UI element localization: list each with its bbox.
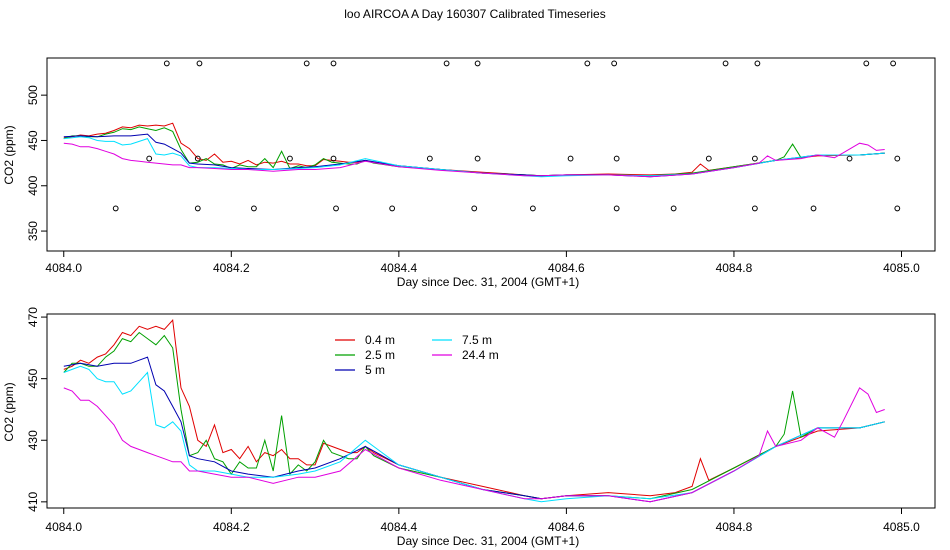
sample-marker <box>196 60 203 67</box>
x-tick-label: 4084.4 <box>380 520 417 534</box>
series-line-24-4-m <box>63 387 885 503</box>
legend-label: 0.4 m <box>365 333 395 347</box>
y-tick-label: 430 <box>26 430 40 450</box>
top-y-axis-label: CO2 (ppm) <box>2 125 16 184</box>
bottom-x-axis-label: Day since Dec. 31, 2004 (GMT+1) <box>397 534 579 548</box>
sample-marker <box>474 60 481 67</box>
legend: 0.4 m2.5 m5 m 7.5 m24.4 m <box>335 333 499 377</box>
sample-marker <box>529 205 536 212</box>
series-line-5-m <box>63 133 885 178</box>
x-tick-label: 4084.2 <box>213 261 250 275</box>
sample-marker <box>894 155 901 162</box>
series-line-5-m <box>63 356 885 503</box>
series-line-7-5-m <box>63 365 885 503</box>
bottom-x-axis: 4084.0 4084.2 4084.4 4084.6 4084.8 4085.0 <box>45 508 920 534</box>
x-tick-label: 4084.8 <box>716 261 753 275</box>
sample-marker <box>670 205 677 212</box>
x-tick-label: 4084.6 <box>548 520 585 534</box>
sample-marker <box>426 155 433 162</box>
sample-marker <box>333 205 339 212</box>
sample-marker <box>330 60 337 67</box>
sample-marker <box>894 205 901 212</box>
sample-marker <box>163 60 170 67</box>
y-tick-label: 410 <box>26 492 40 512</box>
sample-marker <box>443 60 450 67</box>
legend-label: 5 m <box>365 363 385 377</box>
sample-marker <box>584 60 591 67</box>
legend-label: 2.5 m <box>365 348 395 362</box>
bottom-plot-frame <box>46 313 936 509</box>
series-line-2-5-m <box>63 126 885 177</box>
x-tick-label: 4085.0 <box>883 520 920 534</box>
top-series-group <box>63 122 885 178</box>
x-tick-label: 4084.2 <box>213 520 250 534</box>
y-tick-label: 470 <box>26 307 40 327</box>
y-tick-label: 500 <box>26 85 40 105</box>
top-plot-frame <box>46 57 936 252</box>
sample-marker <box>613 155 620 162</box>
sample-marker <box>863 60 870 67</box>
bottom-y-axis: 410 430 450 470 <box>26 307 47 512</box>
sample-marker <box>722 60 729 67</box>
y-tick-label: 350 <box>26 221 40 241</box>
sample-marker <box>751 205 758 212</box>
series-line-24-4-m <box>63 142 885 178</box>
sample-marker <box>330 155 337 162</box>
x-tick-label: 4084.0 <box>45 261 82 275</box>
x-tick-label: 4085.0 <box>883 261 920 275</box>
legend-label: 7.5 m <box>462 333 492 347</box>
sample-marker <box>810 205 817 212</box>
y-tick-label: 450 <box>26 130 40 150</box>
sample-marker <box>846 155 853 162</box>
sample-marker <box>194 205 201 212</box>
sample-marker <box>567 155 574 162</box>
sample-marker <box>611 60 618 67</box>
series-line-0-4-m <box>63 122 885 177</box>
top-marker-group <box>112 60 901 212</box>
top-x-axis: 4084.0 4084.2 4084.4 4084.6 4084.8 4085.0 <box>45 251 920 275</box>
top-y-axis: 350 400 450 500 <box>26 85 47 241</box>
chart-title: loo AIRCOA A Day 160307 Calibrated Times… <box>344 7 606 21</box>
sample-marker <box>890 60 897 67</box>
legend-label: 24.4 m <box>462 348 499 362</box>
sample-marker <box>471 205 478 212</box>
sample-marker <box>754 60 761 67</box>
sample-marker <box>705 155 712 162</box>
sample-marker <box>112 205 119 212</box>
sample-marker <box>194 155 201 162</box>
x-tick-label: 4084.6 <box>548 261 585 275</box>
x-tick-label: 4084.8 <box>716 520 753 534</box>
bottom-series-group <box>63 319 885 503</box>
x-tick-label: 4084.4 <box>380 261 417 275</box>
y-tick-label: 450 <box>26 368 40 388</box>
sample-marker <box>146 155 153 162</box>
sample-marker <box>613 205 620 212</box>
sample-marker <box>303 60 310 67</box>
series-line-0-4-m <box>63 319 885 500</box>
sample-marker <box>474 155 481 162</box>
sample-marker <box>287 155 293 162</box>
sample-marker <box>389 205 396 212</box>
sample-marker <box>751 155 758 162</box>
top-x-axis-label: Day since Dec. 31, 2004 (GMT+1) <box>397 275 579 289</box>
y-tick-label: 400 <box>26 175 40 195</box>
x-tick-label: 4084.0 <box>45 520 82 534</box>
bottom-y-axis-label: CO2 (ppm) <box>2 382 16 441</box>
sample-marker <box>251 205 257 212</box>
series-line-7-5-m <box>63 136 885 178</box>
